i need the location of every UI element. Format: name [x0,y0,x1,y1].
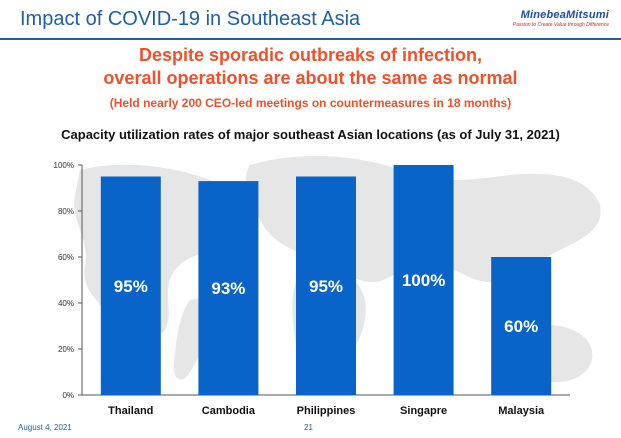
bar-cambodia [198,181,259,395]
y-tick-label: 40% [58,299,74,308]
bar-value-label: 93% [211,279,245,298]
headline-subtext: (Held nearly 200 CEO-led meetings on cou… [109,96,512,110]
bar-value-label: 95% [309,277,343,296]
title-divider [0,38,621,40]
y-tick-label: 0% [62,391,74,400]
logo-tagline: Passion to Create Value through Differen… [512,22,609,28]
x-tick-label: Philippines [297,405,356,417]
y-tick-label: 20% [58,345,74,354]
x-tick-label: Cambodia [202,405,256,417]
bar-value-label: 60% [504,317,538,336]
y-tick-label: 60% [58,253,74,262]
headline-line-2: overall operations are about the same as… [103,68,518,88]
logo-name: MinebeaMitsumi [520,9,609,21]
bar-value-label: 100% [402,271,445,290]
x-tick-label: Singapre [400,405,447,417]
bar-singapre [393,165,454,395]
x-tick-label: Thailand [108,405,153,417]
page-number: 21 [304,423,313,432]
bar-thailand [100,176,161,395]
footer-date: August 4, 2021 [18,423,72,432]
company-logo: MinebeaMitsumi Passion to Create Value t… [513,9,609,28]
bar-philippines [296,176,356,395]
y-ticks: 0% 20% 40% 60% 80% 100% [54,161,82,400]
x-tick-labels: Thailand Cambodia Philippines Singapre Malay… [108,405,545,417]
y-tick-label: 80% [58,207,74,216]
bar-malaysia [491,257,552,395]
x-tick-label: Malaysia [498,405,545,417]
bar-value-labels: 95% 93% 95% 100% 60% [114,271,538,336]
bar-value-label: 95% [114,277,148,296]
bars [100,165,552,395]
page-title: Impact of COVID-19 in Southeast Asia [20,8,361,30]
y-tick-label: 100% [54,161,74,170]
chart-title: Capacity utilization rates of major sout… [61,127,560,142]
headline-line-1: Despite sporadic outbreaks of infection, [138,45,483,65]
